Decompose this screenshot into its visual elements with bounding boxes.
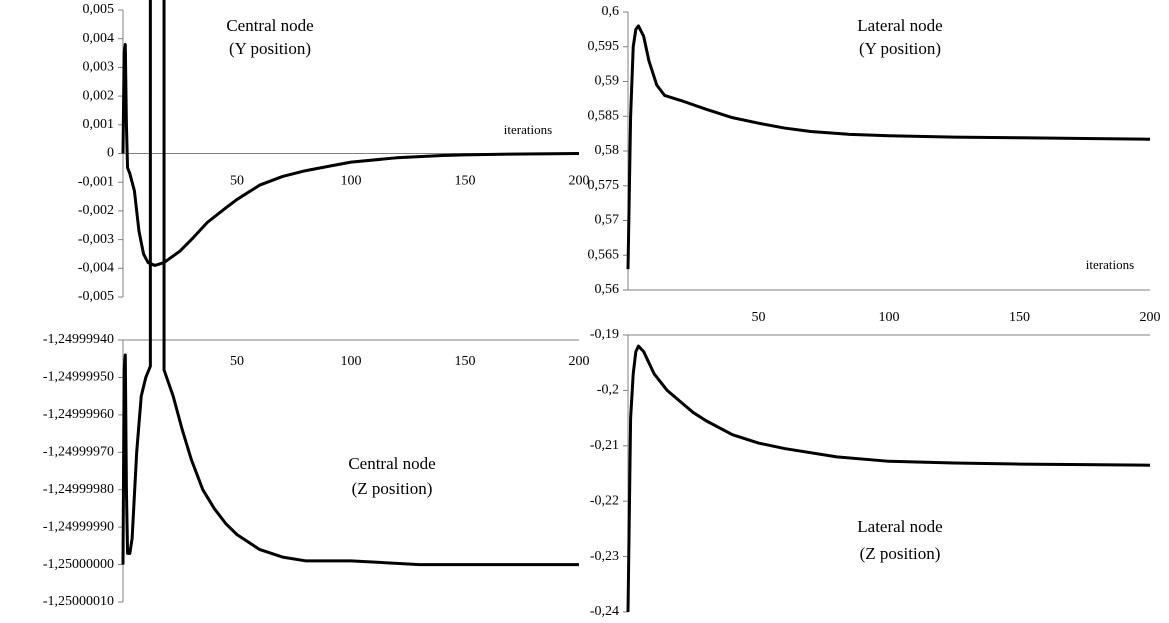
y-tick-label: -0,19 — [590, 327, 619, 342]
x-tick-label: 200 — [569, 354, 590, 369]
y-tick-label: -1,25000000 — [43, 557, 114, 572]
y-tick-label: 0,575 — [588, 178, 620, 193]
x-tick-label: 150 — [455, 174, 476, 189]
y-tick-label: 0,57 — [595, 213, 620, 228]
x-tick-label: 50 — [752, 310, 766, 325]
chart-subtitle: (Z position) — [860, 544, 941, 563]
chart-title: Lateral node — [857, 16, 942, 35]
x-tick-label: 200 — [1140, 310, 1161, 325]
y-tick-label: 0,001 — [83, 117, 115, 132]
y-tick-label: -0,21 — [590, 438, 619, 453]
x-axis-label: iterations — [504, 122, 552, 137]
y-tick-label: -1,24999970 — [43, 445, 114, 460]
x-tick-label: 100 — [341, 174, 362, 189]
y-tick-label: -1,24999940 — [43, 332, 114, 347]
y-tick-label: -1,24999980 — [43, 482, 114, 497]
y-tick-label: 0,59 — [595, 74, 620, 89]
y-tick-label: 0,003 — [83, 60, 115, 75]
y-tick-label: -0,2 — [597, 383, 619, 398]
y-tick-label: -0,002 — [78, 203, 114, 218]
y-tick-label: -1,24999990 — [43, 519, 114, 534]
x-axis-label: iterations — [1086, 257, 1134, 272]
line — [626, 344, 1151, 613]
y-tick-label: -0,22 — [590, 493, 619, 508]
y-tick-label: 0,004 — [83, 31, 115, 46]
x-tick-label: 50 — [230, 174, 244, 189]
y-tick-label: -1,25000010 — [43, 594, 114, 609]
y-tick-label: 0,565 — [588, 247, 620, 262]
x-tick-label: 100 — [879, 310, 900, 325]
chart-subtitle: (Y position) — [229, 39, 311, 58]
x-tick-label: 150 — [1009, 310, 1030, 325]
chart-title: Lateral node — [857, 517, 942, 536]
x-tick-label: 50 — [230, 354, 244, 369]
x-tick-label: 200 — [569, 174, 590, 189]
y-tick-label: -0,001 — [78, 174, 114, 189]
y-tick-label: 0,58 — [595, 143, 620, 158]
y-tick-label: -0,005 — [78, 289, 114, 304]
x-tick-label: 150 — [455, 354, 476, 369]
y-tick-label: -1,24999950 — [43, 370, 114, 385]
line — [121, 42, 580, 267]
line — [626, 24, 1151, 270]
y-tick-label: 0,002 — [83, 88, 115, 103]
chart-title: Central node — [348, 454, 435, 473]
chart-subtitle: (Y position) — [859, 39, 941, 58]
y-tick-label: -0,24 — [590, 604, 619, 619]
y-tick-label: 0,56 — [595, 282, 620, 297]
chart-title: Central node — [226, 16, 313, 35]
y-tick-label: -0,23 — [590, 549, 619, 564]
y-tick-label: 0,595 — [588, 39, 620, 54]
y-tick-label: -0,003 — [78, 232, 114, 247]
chart-subtitle: (Z position) — [352, 479, 433, 498]
x-tick-label: 100 — [341, 354, 362, 369]
y-tick-label: 0 — [107, 146, 114, 161]
y-tick-label: -1,24999960 — [43, 407, 114, 422]
y-tick-label: 0,005 — [83, 2, 115, 17]
y-tick-label: 0,6 — [602, 4, 620, 19]
y-tick-label: 0,585 — [588, 108, 620, 123]
y-tick-label: -0,004 — [78, 261, 114, 276]
